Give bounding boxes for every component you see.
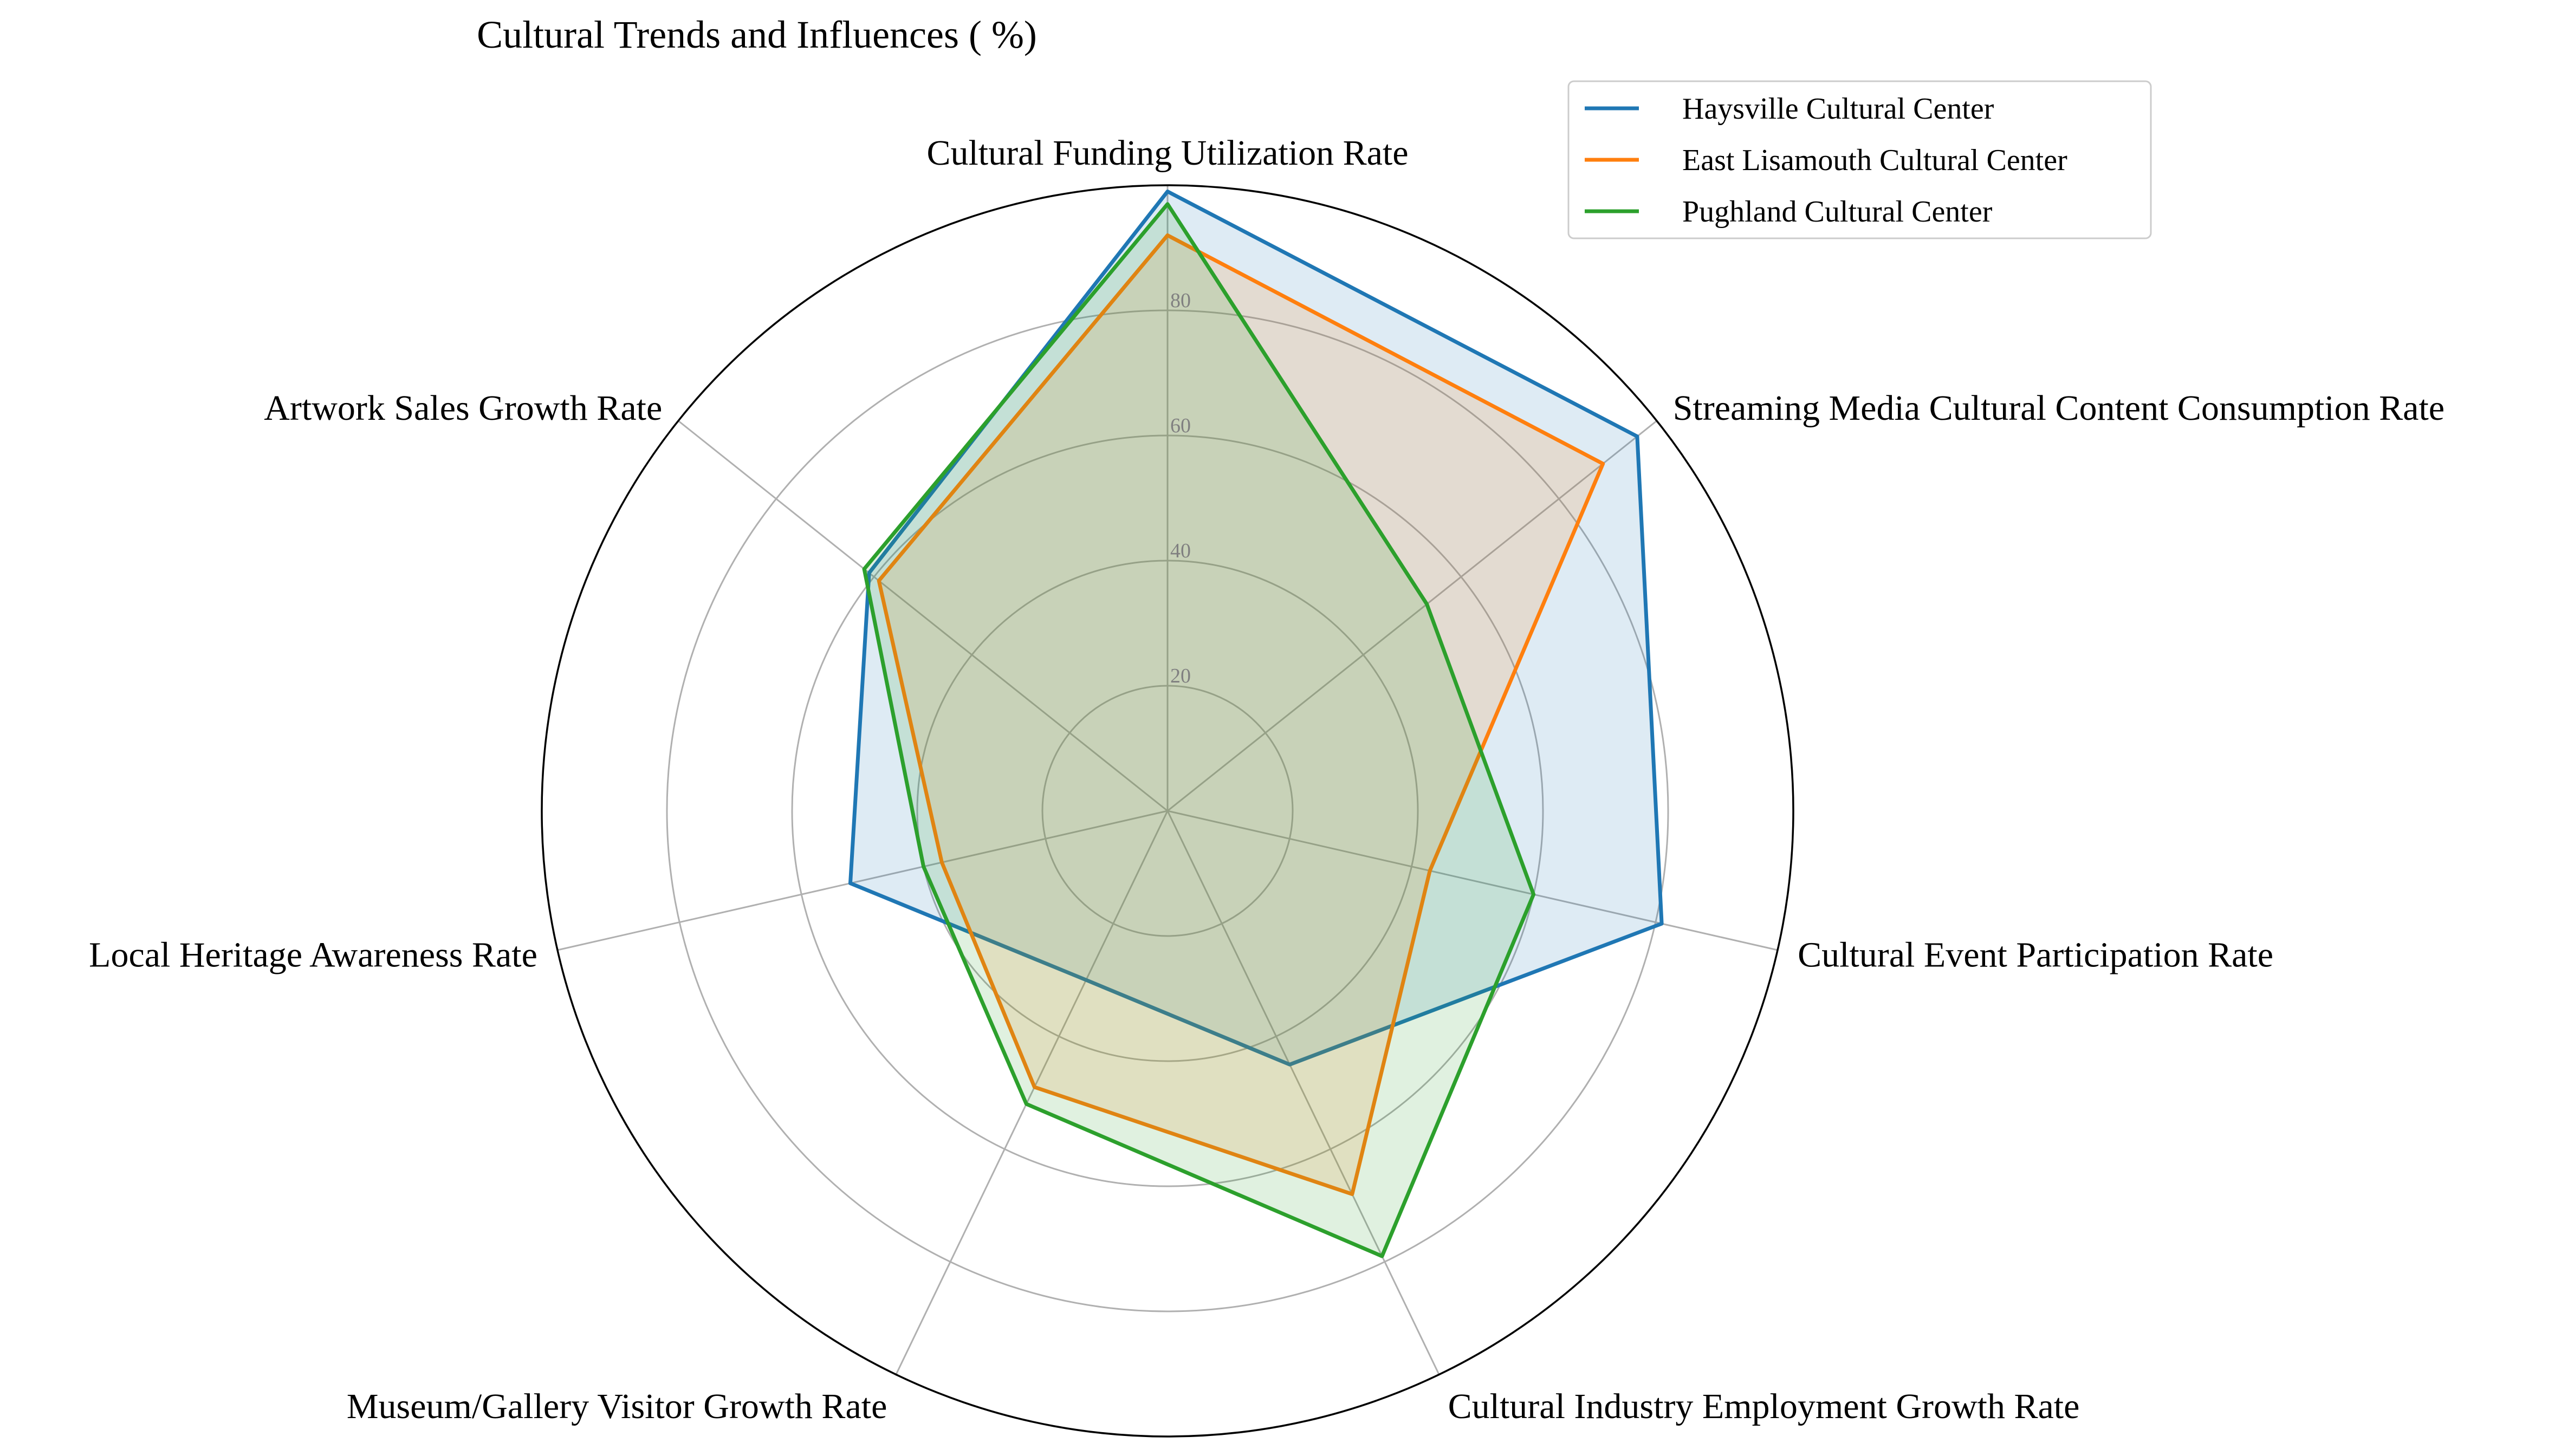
- legend: Haysville Cultural Center East Lisamouth …: [1567, 80, 2152, 239]
- series-area: [850, 191, 1662, 1065]
- radial-tick-label: 40: [1170, 540, 1191, 562]
- radial-tick-label: 60: [1170, 414, 1191, 437]
- series-line: [848, 190, 1664, 1067]
- category-label: Cultural Industry Employment Growth Rate: [1448, 1387, 2080, 1426]
- category-label: Artwork Sales Growth Rate: [264, 388, 662, 428]
- series-3: [862, 202, 1536, 1258]
- grid-spoke: [895, 810, 1169, 1375]
- category-label: Cultural Event Participation Rate: [1798, 935, 2273, 974]
- radar-series: 20 40 60 80: [848, 190, 1664, 1258]
- category-labels: Cultural Funding Utilization Rate Streami…: [89, 133, 2445, 1426]
- category-label: Local Heritage Awareness Rate: [89, 935, 537, 974]
- category-label: Museum/Gallery Visitor Growth Rate: [347, 1387, 887, 1426]
- series-area: [864, 204, 1534, 1257]
- category-label: Streaming Media Cultural Content Consump…: [1673, 388, 2445, 428]
- series-2: [877, 233, 1605, 1197]
- grid-spoke: [678, 420, 1168, 812]
- series-1: [848, 190, 1664, 1067]
- chart-title: Cultural Trends and Influences ( %): [477, 13, 1037, 56]
- radial-tick-label: 20: [1170, 665, 1191, 687]
- legend-box: [1567, 80, 2152, 239]
- radar-grid: [541, 184, 1794, 1438]
- series-area: [879, 235, 1603, 1194]
- grid-spoke: [1167, 420, 1657, 812]
- series-line: [862, 202, 1536, 1258]
- grid-spoke: [557, 810, 1168, 951]
- grid-spoke: [1166, 810, 1440, 1375]
- category-label: Cultural Funding Utilization Rate: [926, 133, 1408, 173]
- legend-label: Haysville Cultural Center: [1682, 92, 1994, 126]
- outer-frame: [541, 184, 1794, 1438]
- legend-label: East Lisamouth Cultural Center: [1682, 144, 2067, 177]
- legend-label: Pughland Cultural Center: [1682, 195, 1993, 229]
- series-line: [877, 233, 1605, 1197]
- grid-spoke: [1167, 810, 1778, 951]
- radial-tick-label: 80: [1170, 289, 1191, 312]
